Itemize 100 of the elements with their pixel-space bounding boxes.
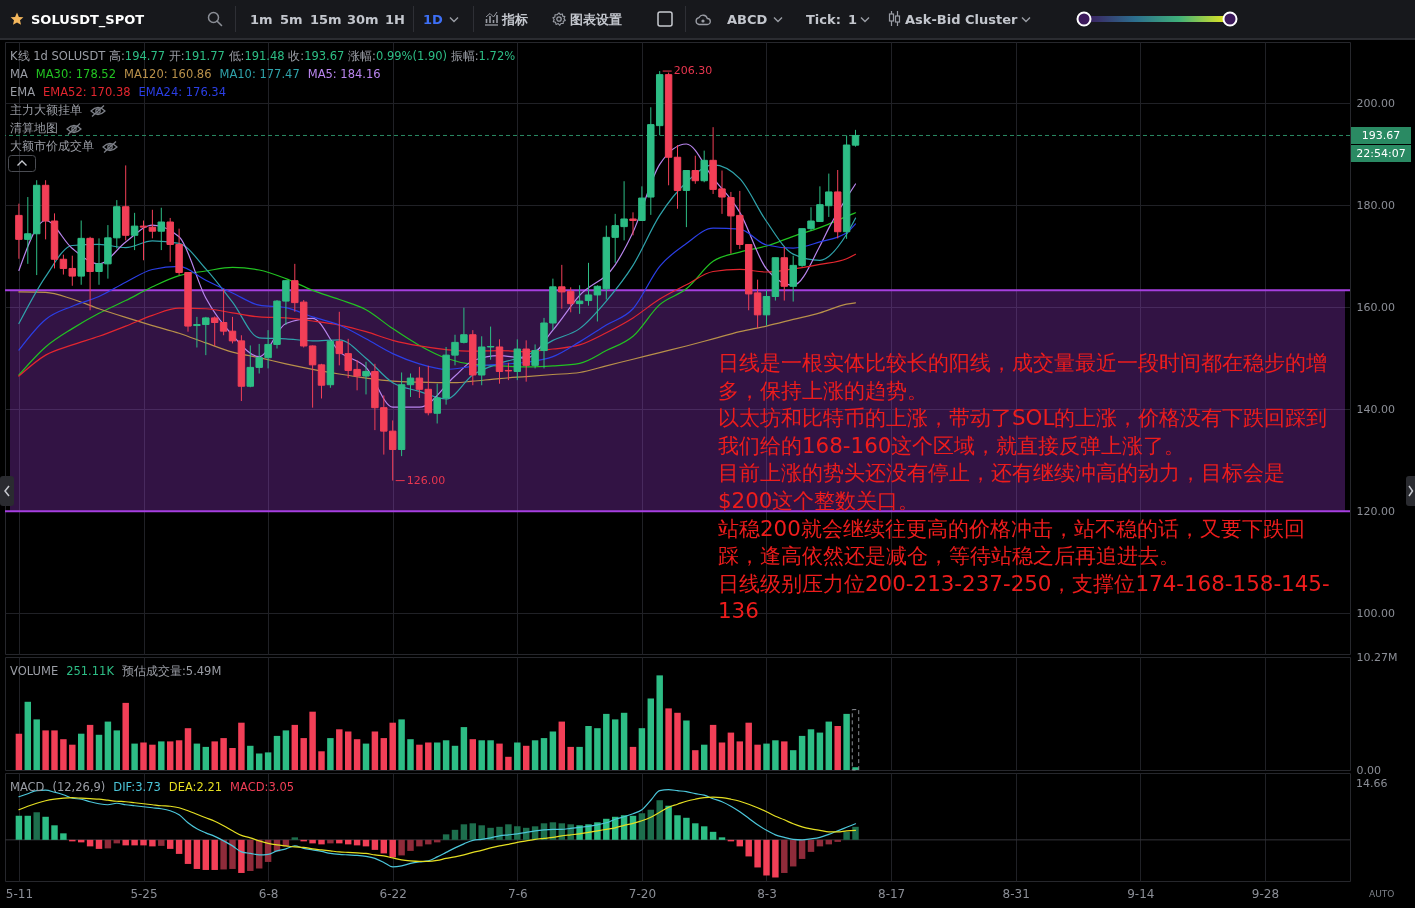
x-tick-label: 5-25 xyxy=(130,886,158,901)
bar xyxy=(451,745,459,770)
text: K线 1d SOLUSDT 高:194.77 开:191.77 低:191.48 收:193.67 涨幅:0.99%(1.90) 振幅:1.72% xyxy=(10,49,516,63)
bar xyxy=(745,722,752,770)
bar xyxy=(33,812,40,840)
bar xyxy=(15,815,23,840)
bar xyxy=(353,739,361,770)
bar xyxy=(202,839,210,870)
y-tick-label: 160.00 xyxy=(1356,300,1395,314)
bar xyxy=(487,740,494,770)
bar xyxy=(478,740,485,770)
x-tick-label: 7-20 xyxy=(628,886,657,901)
bar xyxy=(611,719,619,770)
bar xyxy=(807,729,815,770)
bar xyxy=(638,728,646,770)
bar xyxy=(807,839,815,852)
candlestick xyxy=(406,373,415,398)
bar xyxy=(709,831,717,840)
candlestick xyxy=(362,361,370,395)
bar xyxy=(398,719,405,770)
bar xyxy=(567,746,574,770)
bar xyxy=(585,725,592,770)
annotation: 主力大额挂单 xyxy=(10,103,82,117)
bar xyxy=(371,731,379,770)
bar xyxy=(247,839,254,871)
bar xyxy=(69,744,76,770)
bar xyxy=(238,722,245,770)
candlestick xyxy=(584,262,593,307)
bar xyxy=(95,839,103,849)
bar xyxy=(175,839,183,854)
bar xyxy=(442,834,450,840)
bar xyxy=(158,741,165,770)
ref-line-label: 193.67 xyxy=(1351,126,1411,144)
x-tick-label: 8-31 xyxy=(1002,886,1030,901)
candlestick xyxy=(513,338,522,381)
bar xyxy=(255,753,263,770)
x-tick-label: 5-11 xyxy=(5,886,34,901)
text: 14.66 xyxy=(1356,777,1388,790)
annotation: 日线是一根实体比较长的阳线，成交量最近一段时间都在稳步的增多，保持上涨的趋势。 xyxy=(718,349,1328,405)
bar xyxy=(665,805,672,840)
bar xyxy=(531,740,539,770)
text: 1 xyxy=(848,12,858,28)
bar xyxy=(558,721,566,770)
bar xyxy=(825,721,833,770)
candlestick xyxy=(682,170,691,228)
bar xyxy=(789,839,797,867)
bar xyxy=(344,731,352,770)
bar xyxy=(478,825,485,840)
text: 图表设置 xyxy=(570,12,622,28)
annotation: 目前上涨的势头还没有停止，还有继续冲高的动力，目标会是$200这个整数关口。 xyxy=(718,459,1286,515)
x-tick-label: 6-8 xyxy=(258,886,279,901)
bar xyxy=(514,826,521,840)
bar xyxy=(514,742,521,770)
bar xyxy=(77,733,85,770)
bar xyxy=(166,839,174,849)
y-tick-label: 100.00 xyxy=(1356,606,1395,620)
bar xyxy=(754,839,761,868)
bar xyxy=(451,829,459,840)
bar xyxy=(60,833,67,840)
bar xyxy=(647,698,655,770)
x-tick-label: 9-14 xyxy=(1127,886,1155,901)
bar xyxy=(433,742,441,770)
bar xyxy=(736,741,744,770)
bar xyxy=(193,743,201,770)
bar xyxy=(416,744,423,770)
annotation: (12,26,9) xyxy=(52,780,106,794)
bar xyxy=(247,745,254,770)
bar xyxy=(469,739,477,770)
bar xyxy=(700,744,708,770)
bar xyxy=(843,831,850,840)
bar xyxy=(674,712,681,770)
bar xyxy=(425,839,432,845)
bar xyxy=(220,839,227,870)
bar xyxy=(416,839,423,847)
x-tick-label: 7-6 xyxy=(508,886,528,901)
bar xyxy=(229,839,236,869)
bar xyxy=(505,756,512,770)
bar xyxy=(42,816,49,840)
bar xyxy=(852,826,859,840)
bar xyxy=(781,839,788,873)
bar xyxy=(131,839,138,846)
bar xyxy=(95,734,103,770)
candlestick xyxy=(157,207,166,251)
candlestick xyxy=(139,220,148,261)
bar xyxy=(175,740,183,770)
bar xyxy=(496,826,503,840)
x-tick-label: 9-28 xyxy=(1251,886,1280,901)
bar xyxy=(389,722,396,770)
text: 指标 xyxy=(502,12,528,28)
bar xyxy=(781,741,788,770)
bar xyxy=(754,744,761,770)
candlestick xyxy=(317,363,326,399)
annotation: VOLUME xyxy=(10,664,59,678)
bar xyxy=(33,719,40,770)
bar xyxy=(505,824,512,840)
bar xyxy=(104,721,112,770)
bar xyxy=(692,750,699,770)
bar xyxy=(576,746,583,770)
bar xyxy=(425,742,432,770)
bar xyxy=(549,731,557,770)
